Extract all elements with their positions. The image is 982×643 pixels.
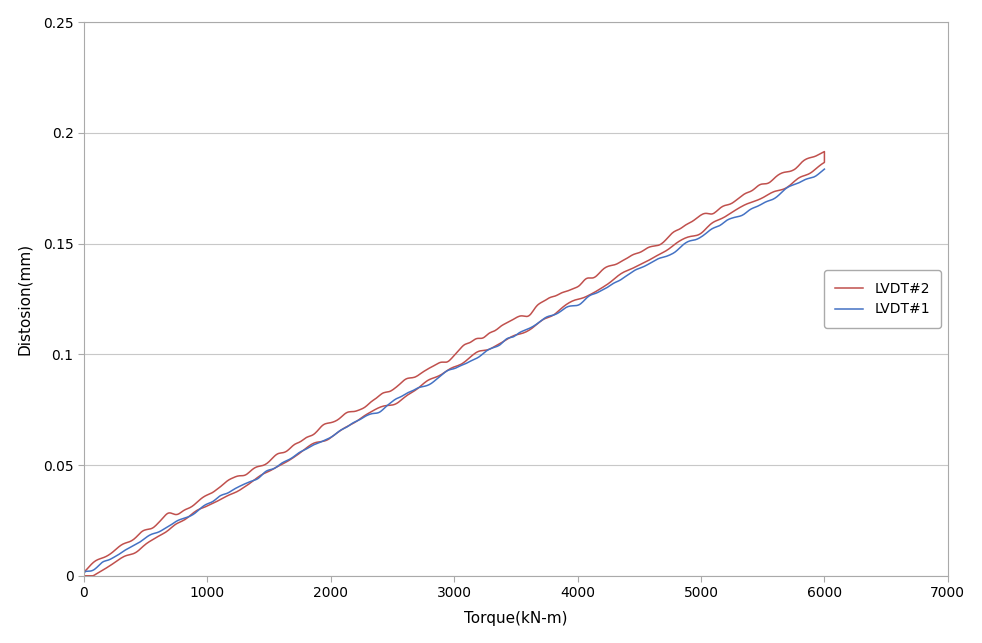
Y-axis label: Distosion(mm): Distosion(mm) (17, 243, 31, 355)
LVDT#2 (78, 570, 89, 577)
LVDT#1 (654, 254, 666, 262)
LVDT#2 (628, 250, 640, 258)
Line: LVDT#1: LVDT#1 (83, 169, 825, 574)
LVDT#2 (246, 466, 258, 473)
LVDT#1 (78, 570, 89, 577)
X-axis label: Torque(kN-m): Torque(kN-m) (464, 611, 568, 626)
LVDT#2 (506, 316, 518, 324)
LVDT#1 (287, 453, 299, 461)
LVDT#2 (78, 572, 89, 579)
LVDT#2 (87, 572, 99, 579)
Line: LVDT#2: LVDT#2 (83, 152, 825, 575)
LVDT#1 (565, 302, 576, 310)
LVDT#2 (292, 439, 303, 447)
LVDT#2 (772, 172, 784, 179)
LVDT#1 (819, 165, 831, 173)
LVDT#2 (819, 148, 831, 156)
LVDT#1 (745, 205, 757, 213)
LVDT#1 (312, 439, 324, 447)
LVDT#1 (259, 468, 271, 476)
Legend: LVDT#2, LVDT#1: LVDT#2, LVDT#1 (824, 271, 941, 327)
LVDT#2 (745, 187, 757, 195)
